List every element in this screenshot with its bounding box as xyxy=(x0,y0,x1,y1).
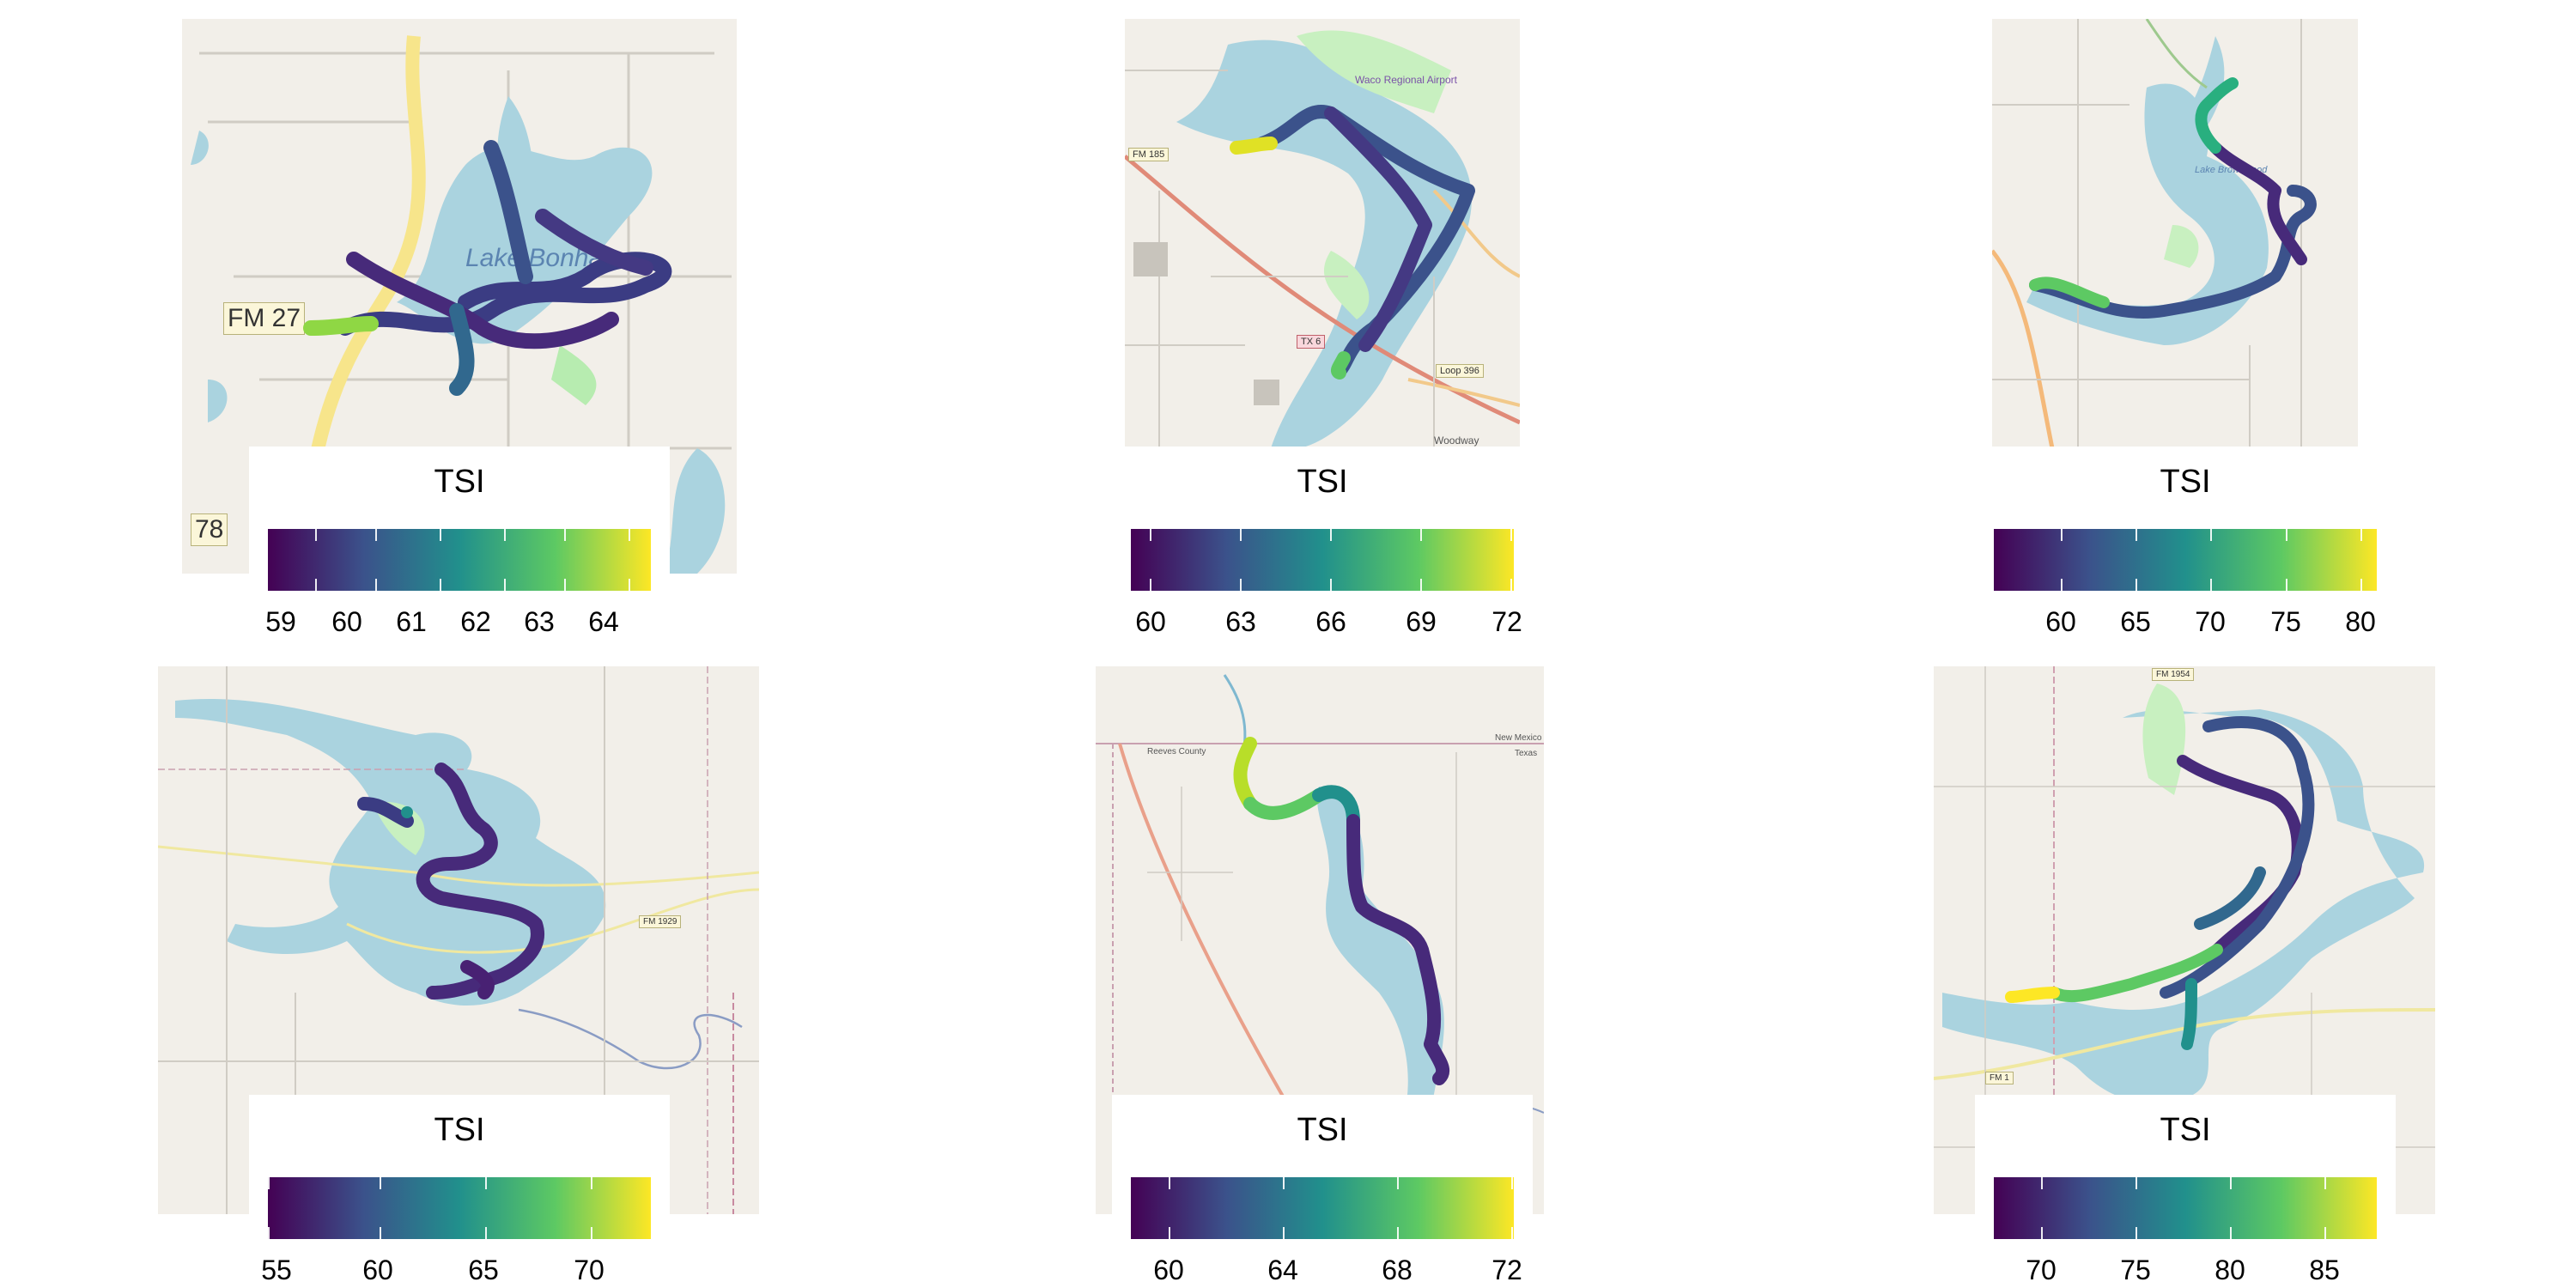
state-label: New Mexico xyxy=(1495,733,1542,743)
legend-title: TSI xyxy=(434,1112,485,1148)
road-label: Loop 396 xyxy=(1436,364,1484,378)
tick-label: 62 xyxy=(460,606,491,637)
tick-label: 70 xyxy=(2026,1255,2057,1285)
legend-title: TSI xyxy=(1297,464,1348,500)
town-label: Woodway xyxy=(1434,434,1479,447)
track-layer-6 xyxy=(2005,716,2315,1050)
tick-label: 85 xyxy=(2309,1255,2340,1285)
tick-label: 60 xyxy=(1153,1255,1184,1285)
basemap-3 xyxy=(1992,19,2358,448)
track-layer-1 xyxy=(303,140,672,396)
colorbar xyxy=(268,529,651,591)
tick-label: 60 xyxy=(2045,606,2076,637)
tick-label: 75 xyxy=(2270,606,2301,637)
tick-label: 72 xyxy=(1492,606,1522,637)
tick-label: 65 xyxy=(2120,606,2151,637)
tick-label: 68 xyxy=(1382,1255,1413,1285)
tick-label: 64 xyxy=(1267,1255,1298,1285)
tick-label: 80 xyxy=(2215,1255,2245,1285)
tick-label: 66 xyxy=(1315,606,1346,637)
road-label: 78 xyxy=(191,513,228,546)
legend-4: TSI 55 60 65 70 xyxy=(249,1095,670,1288)
colorbar xyxy=(1994,529,2377,591)
road-label: FM 1954 xyxy=(2152,668,2195,681)
legend-title: TSI xyxy=(1297,1112,1348,1148)
legend-3: TSI 60 65 70 75 80 xyxy=(1975,447,2396,670)
road-label: FM 27 xyxy=(223,302,306,335)
legend-6: TSI 70 75 80 85 xyxy=(1975,1095,2396,1288)
road-label: FM 185 xyxy=(1128,148,1170,161)
tick-label: 80 xyxy=(2345,606,2376,637)
map-view-2[interactable]: FM 185 TX 6 Loop 396 Waco Regional Airpo… xyxy=(1125,19,1520,448)
road-label: TX 6 xyxy=(1297,335,1326,349)
road-label: FM 1 xyxy=(1985,1072,2014,1084)
tick-label: 63 xyxy=(1225,606,1256,637)
legend-title: TSI xyxy=(2160,464,2211,500)
road-label: FM 1929 xyxy=(639,915,682,928)
legend-title: TSI xyxy=(2160,1112,2211,1148)
state-label: Texas xyxy=(1515,749,1538,758)
track-layer-4 xyxy=(357,762,544,999)
tick-label: 60 xyxy=(1135,606,1166,637)
legend-5: TSI 60 64 68 72 xyxy=(1112,1095,1533,1288)
legend-title: TSI xyxy=(434,464,485,500)
tick-label: 72 xyxy=(1492,1255,1522,1285)
tick-label: 63 xyxy=(524,606,555,637)
tick-label: 60 xyxy=(331,606,362,637)
colorbar xyxy=(1131,1177,1514,1239)
colorbar xyxy=(1994,1177,2377,1239)
track-layer-5 xyxy=(1233,737,1450,1085)
tick-label: 69 xyxy=(1406,606,1437,637)
tick-label: 59 xyxy=(265,606,296,637)
map-view-1[interactable]: FM 27 78 Lake Bonham xyxy=(182,19,737,574)
county-label: Reeves County xyxy=(1147,747,1206,756)
track-layer-3 xyxy=(2029,77,2317,319)
colorbar xyxy=(1131,529,1514,591)
map-view-3[interactable]: Lake Brownwood xyxy=(1992,19,2358,448)
tick-label: 70 xyxy=(574,1255,605,1285)
legend-1: TSI 59 60 61 62 63 64 xyxy=(249,447,670,670)
tick-label: 60 xyxy=(362,1255,393,1285)
airport-label: Waco Regional Airport xyxy=(1355,74,1457,86)
tick-label: 61 xyxy=(396,606,427,637)
legend-2: TSI 60 63 66 69 72 xyxy=(1112,447,1533,670)
track-layer-2 xyxy=(1230,105,1475,380)
tick-label: 70 xyxy=(2195,606,2226,637)
basemap-1 xyxy=(182,19,737,574)
tick-label: 64 xyxy=(588,606,619,637)
tick-label: 75 xyxy=(2120,1255,2151,1285)
tick-label: 65 xyxy=(468,1255,499,1285)
tick-label: 55 xyxy=(261,1255,292,1285)
colorbar xyxy=(268,1177,651,1239)
